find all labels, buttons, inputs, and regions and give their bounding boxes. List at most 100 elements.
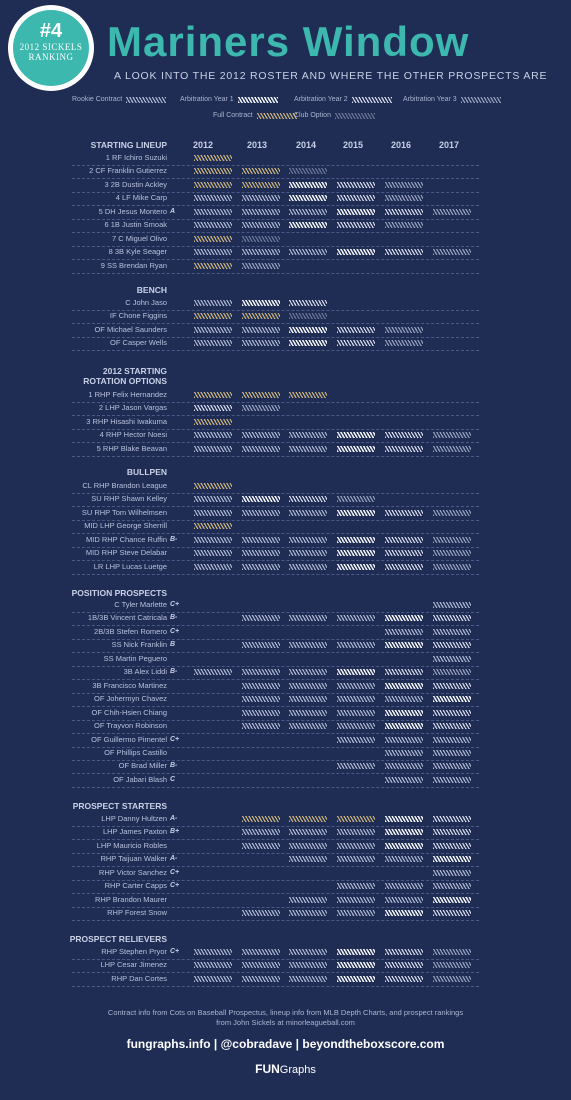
player-row: OF Casper Wells — [72, 336, 479, 352]
player-name: 1B/3B Vincent Catricala — [87, 613, 167, 623]
contract-cell-arb1 — [385, 816, 423, 822]
contract-cell-rookie — [289, 696, 327, 703]
contract-cell-arb2 — [385, 550, 423, 557]
contract-cell-arb1 — [433, 696, 471, 703]
player-row: 1 RHP Felix Hernandez — [72, 388, 479, 403]
contract-cell-full — [194, 235, 232, 242]
contract-cell-full — [194, 168, 232, 175]
contract-cell-arb3 — [385, 195, 423, 202]
contract-cell-full — [194, 483, 232, 489]
contract-cell-arb3 — [385, 181, 423, 188]
contract-cell-arb2 — [385, 962, 423, 969]
prospect-rank: C+ — [170, 868, 180, 876]
player-row: LR LHP Lucas Luetge — [72, 560, 479, 575]
contract-cell-rookie — [194, 962, 232, 969]
player-row: LHP Cesar Jimenez — [72, 958, 479, 974]
year-header-2016: 2016 — [390, 140, 412, 150]
contract-cell-arb1 — [385, 723, 423, 730]
contract-cell-arb1 — [337, 536, 375, 543]
player-name: MID LHP George Sherrill — [84, 521, 167, 531]
section-title: POSITION PROSPECTS — [71, 588, 167, 598]
legend-label: Rookie Contract — [72, 96, 123, 103]
contract-cell-rookie — [337, 709, 375, 716]
player-row: MID RHP Chance Ruffin B- — [72, 533, 479, 548]
contract-cell-rookie — [194, 249, 232, 256]
contract-cell-arb2 — [385, 445, 423, 452]
contract-cell-rookie — [385, 896, 423, 903]
player-name: OF Jabari Blash — [113, 774, 167, 784]
contract-cell-rookie — [433, 655, 471, 662]
player-row: OF Chih-Hsien Chiang — [72, 706, 479, 721]
player-row: OF Trayvon Robinson — [72, 719, 479, 735]
contract-cell-rookie — [242, 949, 280, 955]
contract-cell-rookie — [337, 723, 375, 730]
contract-cell-arb2 — [337, 326, 375, 333]
contract-cell-rookie — [242, 669, 280, 676]
contract-cell-arb3 — [242, 405, 280, 412]
contract-cell-rookie — [385, 749, 423, 756]
prospect-rank: B — [170, 641, 176, 649]
contract-cell-full — [242, 313, 280, 320]
contract-cell-rookie — [289, 856, 327, 863]
player-name: LHP Cesar Jimenez — [100, 960, 167, 970]
player-name: 1 RHP Felix Hernandez — [88, 390, 167, 399]
contract-cell-arb1 — [289, 326, 327, 333]
badge-circle: #4 2012 SICKELS RANKING — [13, 10, 89, 86]
contract-cell-arb2 — [194, 405, 232, 412]
contract-cell-rookie — [194, 300, 232, 306]
contract-cell-arb2 — [337, 222, 375, 229]
contract-cell-arb1 — [289, 340, 327, 347]
player-name: SU RHP Tom Wilhelmsen — [81, 507, 167, 517]
contract-cell-arb1 — [242, 300, 280, 306]
contract-cell-full — [289, 816, 327, 822]
player-name: OF Chih-Hsien Chiang — [91, 707, 167, 717]
player-row: SU RHP Tom Wilhelmsen — [72, 506, 479, 521]
contract-cell-arb3 — [433, 536, 471, 543]
prospect-rank: C+ — [170, 948, 180, 955]
player-row: MID LHP George Sherrill — [72, 519, 479, 535]
player-row: C Tyler Marlette C+ — [72, 598, 479, 613]
contract-cell-rookie — [337, 736, 375, 743]
contract-cell-rookie — [289, 669, 327, 676]
player-row: OF Michael Saunders — [72, 323, 479, 338]
contract-cell-rookie — [242, 615, 280, 622]
legend-item-arb3: Arbitration Year 3 — [403, 96, 501, 103]
footer-links[interactable]: fungraphs.info | @cobradave | beyondtheb… — [126, 1037, 445, 1051]
player-name: IF Chone Figgins — [109, 311, 167, 321]
player-name: RHP Carter Capps — [104, 881, 167, 891]
player-row: 9 SS Brendan Ryan — [72, 259, 479, 274]
contract-cell-rookie — [433, 628, 471, 635]
legend-item-option: Club Option — [294, 112, 375, 119]
contract-cell-rookie — [242, 536, 280, 543]
player-row: RHP Forest Snow — [72, 906, 479, 922]
contract-cell-rookie — [433, 869, 471, 876]
contract-cell-arb3 — [433, 669, 471, 676]
player-name: 3 2B Dustin Ackley — [104, 179, 167, 189]
player-name: OF Casper Wells — [110, 338, 167, 348]
legend-item-rookie: Rookie Contract — [72, 96, 167, 103]
contract-cell-arb3 — [433, 962, 471, 969]
player-name: OF Trayvon Robinson — [94, 721, 167, 731]
contract-cell-arb2 — [433, 910, 471, 917]
contract-cell-rookie — [289, 208, 327, 215]
contract-cell-rookie — [289, 563, 327, 570]
contract-cell-arb1 — [385, 642, 423, 649]
contract-cell-rookie — [289, 962, 327, 969]
contract-cell-arb2 — [433, 642, 471, 649]
prospect-rank: C — [170, 775, 176, 783]
player-row: 3 RHP Hisashi Iwakuma — [72, 415, 479, 430]
contract-cell-arb3 — [433, 509, 471, 516]
legend-label: Arbitration Year 2 — [294, 96, 348, 103]
contract-cell-rookie — [289, 896, 327, 903]
contract-cell-rookie — [289, 975, 327, 982]
contract-cell-full — [242, 181, 280, 188]
contract-cell-rookie — [289, 509, 327, 516]
player-row: RHP Taijuan Walker A- — [72, 852, 479, 868]
player-name: 2 CF Franklin Gutierrez — [89, 166, 167, 176]
legend-swatch — [334, 112, 375, 119]
player-row: OF Brad Miller B- — [72, 759, 479, 775]
contract-cell-arb2 — [385, 509, 423, 516]
badge-line1: 2012 SICKELS — [19, 42, 83, 52]
contract-cell-arb2 — [385, 249, 423, 256]
prospect-rank: C+ — [170, 601, 180, 608]
